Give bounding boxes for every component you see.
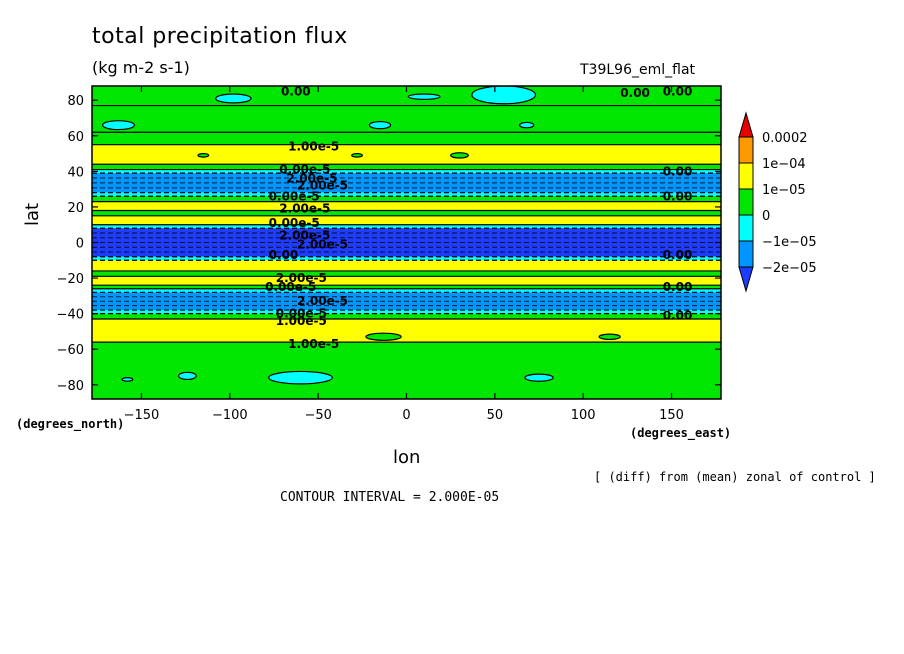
contour-blob-7 bbox=[197, 152, 210, 158]
x-axis-units: (degrees_east) bbox=[630, 426, 732, 440]
lat-band-2 bbox=[92, 132, 721, 145]
y-tick-label-2: −40 bbox=[57, 308, 84, 323]
colorbar-label-5: −2e−05 bbox=[762, 261, 817, 276]
contour-label-12: 2.00e-5 bbox=[279, 228, 330, 242]
contour-label-16: 2.00e-5 bbox=[276, 271, 327, 285]
lat-band-7 bbox=[92, 192, 721, 197]
contour-label-11: 0.00e-5 bbox=[269, 216, 320, 230]
lat-band-16 bbox=[92, 270, 721, 277]
y-tick-label-3: −20 bbox=[57, 272, 84, 287]
lat-band-12 bbox=[92, 224, 721, 229]
colorbar-label-0: 0.0002 bbox=[762, 131, 808, 146]
y-tick-label-8: 80 bbox=[67, 94, 84, 109]
contour-blob-4 bbox=[368, 120, 392, 130]
contour-blob-9 bbox=[365, 332, 402, 341]
y-tick-label-0: −80 bbox=[57, 379, 84, 394]
contour-blob-3 bbox=[102, 120, 136, 131]
contour-label-5: 0.00 bbox=[663, 164, 693, 178]
lat-band-22 bbox=[92, 313, 721, 319]
contour-label-10: 2.00e-5 bbox=[279, 202, 330, 216]
lat-band-15 bbox=[92, 260, 721, 271]
y-tick-label-7: 60 bbox=[67, 130, 84, 145]
x-tick-label-4: 50 bbox=[487, 408, 504, 423]
x-tick-label-2: −50 bbox=[304, 408, 331, 423]
lat-band-23 bbox=[92, 318, 721, 343]
contour-label-0: 0.00 bbox=[281, 84, 311, 98]
colorbar-cell-2 bbox=[738, 162, 754, 190]
lat-band-5 bbox=[92, 169, 721, 174]
lat-band-4 bbox=[92, 164, 721, 170]
lat-band-10 bbox=[92, 210, 721, 216]
lat-band-19 bbox=[92, 288, 721, 293]
x-tick-label-6: 150 bbox=[659, 408, 684, 423]
contour-blob-14 bbox=[121, 377, 134, 382]
lat-band-3 bbox=[92, 144, 721, 165]
colorbar-cell-1 bbox=[738, 136, 754, 164]
lat-band-1 bbox=[92, 105, 721, 133]
contour-label-8: 0.00e-5 bbox=[269, 189, 320, 203]
contour-blob-6 bbox=[450, 152, 469, 159]
lat-band-11 bbox=[92, 215, 721, 225]
contour-blob-12 bbox=[177, 371, 197, 381]
diff-note: [ (diff) from (mean) zonal of control ] bbox=[594, 470, 876, 484]
contour-label-14: 0.00 bbox=[269, 248, 299, 262]
contour-label-20: 0.00e-5 bbox=[276, 307, 327, 321]
y-tick-label-5: 20 bbox=[67, 201, 84, 216]
colorbar-arrow-top bbox=[738, 111, 754, 138]
contour-blob-1 bbox=[215, 93, 252, 104]
contour-label-9: 0.00 bbox=[663, 189, 693, 203]
y-axis-units: (degrees_north) bbox=[16, 417, 125, 431]
contour-blob-2 bbox=[407, 93, 441, 100]
lat-band-9 bbox=[92, 201, 721, 211]
x-tick-label-5: 100 bbox=[571, 408, 596, 423]
chart-title: total precipitation flux bbox=[92, 24, 348, 49]
contour-label-13: 2.00e-5 bbox=[297, 237, 348, 251]
contour-blob-0 bbox=[471, 86, 537, 105]
contour-label-4: 0.00e-5 bbox=[279, 163, 330, 177]
colorbar-cell-5 bbox=[738, 240, 754, 268]
contour-interval: CONTOUR INTERVAL = 2.000E-05 bbox=[280, 490, 500, 505]
lat-band-24 bbox=[92, 342, 721, 399]
contour-blob-10 bbox=[598, 333, 621, 341]
contour-label-21: 1.00e-5 bbox=[276, 314, 327, 328]
contour-blob-11 bbox=[268, 370, 333, 385]
contour-label-2: 0.00 bbox=[663, 84, 693, 98]
x-tick-label-3: 0 bbox=[402, 408, 410, 423]
x-tick-label-1: −100 bbox=[212, 408, 248, 423]
contour-label-7: 2.00e-5 bbox=[297, 179, 348, 193]
lat-band-18 bbox=[92, 285, 721, 289]
colorbar-cell-4 bbox=[738, 214, 754, 242]
contour-label-19: 2.00e-5 bbox=[297, 294, 348, 308]
y-tick-label-4: 0 bbox=[76, 237, 84, 252]
lat-band-17 bbox=[92, 276, 721, 286]
contour-blob-13 bbox=[524, 373, 554, 382]
contour-label-18: 0.00 bbox=[663, 280, 693, 294]
x-axis-label: lon bbox=[393, 447, 421, 468]
contour-label-3: 1.00e-5 bbox=[288, 139, 339, 153]
colorbar-arrow-bottom bbox=[738, 266, 754, 293]
lat-band-14 bbox=[92, 256, 721, 261]
contour-label-15: 0.00 bbox=[663, 248, 693, 262]
colorbar-label-2: 1e−05 bbox=[762, 183, 806, 198]
dataset-label: T39L96_eml_flat bbox=[580, 62, 696, 78]
contour-label-1: 0.00 bbox=[620, 86, 650, 100]
contour-blob-8 bbox=[351, 152, 363, 158]
chart-units: (kg m-2 s-1) bbox=[92, 58, 190, 77]
contour-label-22: 0.00 bbox=[663, 308, 693, 322]
contour-label-17: 0.00e-5 bbox=[265, 280, 316, 294]
x-tick-label-0: −150 bbox=[124, 408, 160, 423]
colorbar-label-1: 1e−04 bbox=[762, 157, 806, 172]
colorbar-label-4: −1e−05 bbox=[762, 235, 817, 250]
colorbar: 0.0002 1e−04 1e−05 0 −1e−05 −2e−05 bbox=[738, 111, 817, 293]
lat-band-21 bbox=[92, 310, 721, 314]
y-tick-label-1: −60 bbox=[57, 343, 84, 358]
contour-label-23: 1.00e-5 bbox=[288, 337, 339, 351]
colorbar-cell-3 bbox=[738, 188, 754, 216]
colorbar-label-3: 0 bbox=[762, 209, 770, 224]
contour-blob-5 bbox=[518, 121, 535, 129]
lat-band-8 bbox=[92, 196, 721, 202]
y-tick-label-6: 40 bbox=[67, 165, 84, 180]
contour-label-6: 2.00e-5 bbox=[286, 171, 337, 185]
